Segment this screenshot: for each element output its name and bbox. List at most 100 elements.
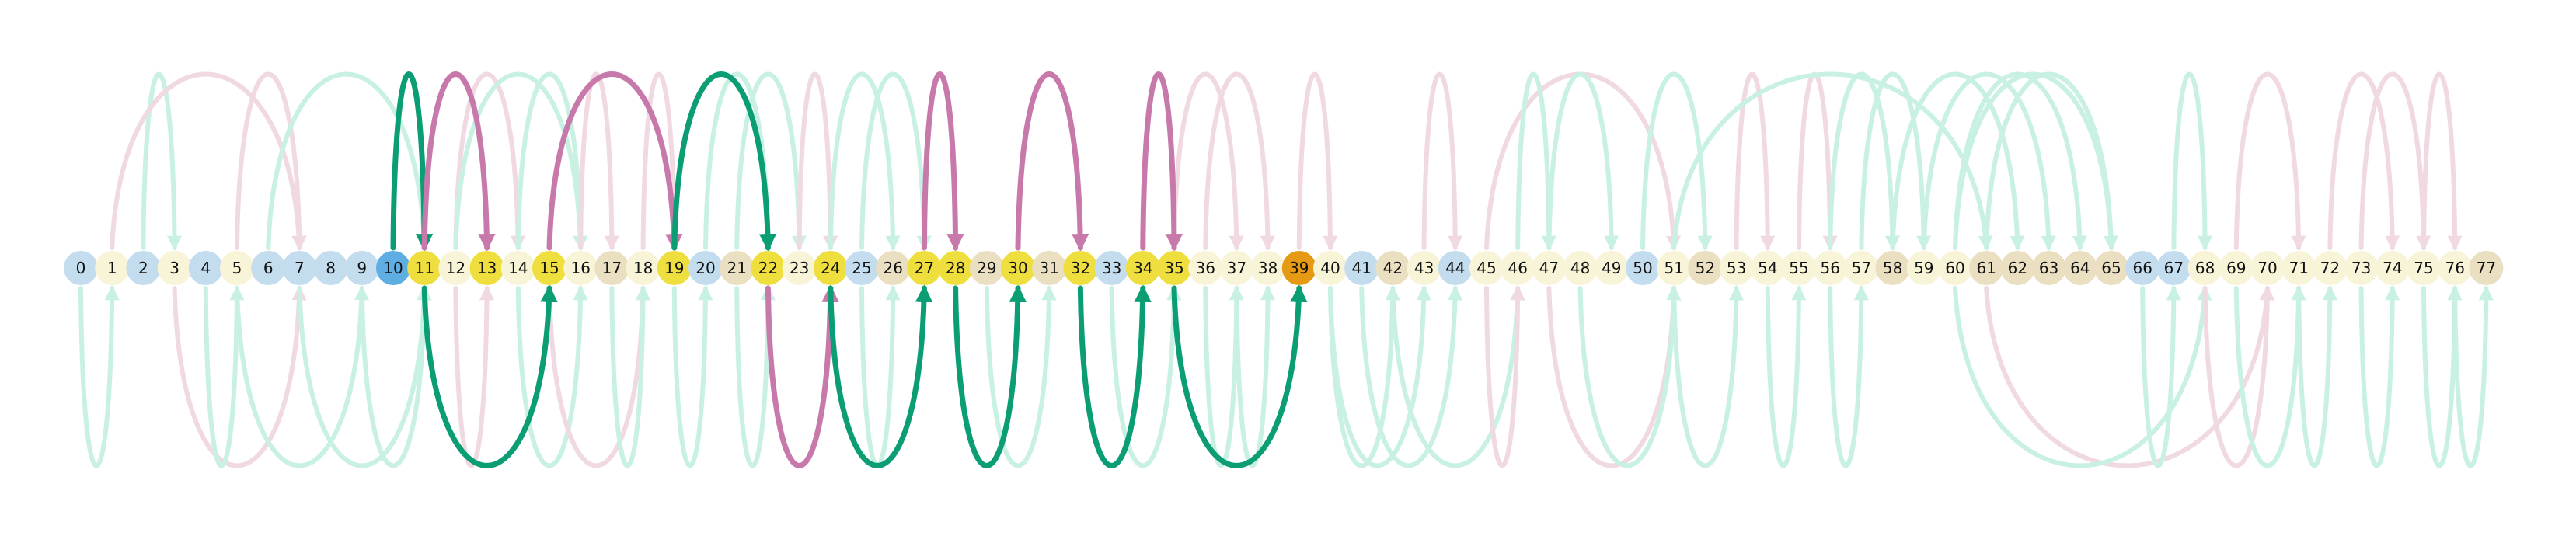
node-50: 50	[1626, 251, 1660, 285]
arc-41-to-44	[1359, 285, 1463, 468]
node-label: 76	[2445, 259, 2464, 277]
node-6: 6	[251, 251, 286, 285]
node-label: 0	[76, 259, 86, 277]
node-17: 17	[594, 251, 629, 285]
arc-5-to-9	[235, 285, 369, 468]
node-circle	[1188, 251, 1223, 285]
node-circle	[1844, 251, 1879, 285]
node-44: 44	[1438, 251, 1473, 285]
node-label: 72	[2320, 259, 2340, 277]
arc-67-to-68	[2171, 71, 2213, 251]
node-circle	[1375, 251, 1410, 285]
node-51: 51	[1657, 251, 1692, 285]
node-label: 46	[1508, 259, 1527, 277]
arc-72-to-74	[2327, 71, 2400, 251]
arc-56-to-58	[1828, 71, 1900, 251]
node-12: 12	[438, 251, 473, 285]
arc-11-to-15	[421, 284, 558, 468]
node-49: 49	[1594, 251, 1629, 285]
arc-25-to-26	[859, 285, 901, 468]
node-circle	[376, 251, 410, 285]
arc-30-to-32	[1015, 71, 1089, 252]
node-circle	[2187, 251, 2222, 285]
arc-69-to-71	[2233, 71, 2306, 251]
node-27: 27	[907, 251, 942, 285]
node-circle	[1125, 251, 1160, 285]
node-label: 75	[2414, 259, 2433, 277]
node-label: 59	[1914, 259, 1933, 277]
arc-71-to-72	[2296, 285, 2337, 468]
arc-27-to-28	[921, 71, 964, 252]
node-label: 64	[2070, 259, 2090, 277]
node-48: 48	[1563, 251, 1598, 285]
node-label: 9	[357, 259, 367, 277]
node-circle	[344, 251, 379, 285]
arc-17-to-18	[609, 285, 651, 468]
arc-12-to-14	[453, 71, 526, 251]
node-circle	[1626, 251, 1660, 285]
node-label: 65	[2101, 259, 2121, 277]
node-label: 35	[1164, 259, 1183, 277]
arc-73-to-75	[2358, 71, 2431, 251]
node-38: 38	[1250, 251, 1285, 285]
node-20: 20	[688, 251, 723, 285]
node-circle	[313, 251, 348, 285]
arc-36-to-37	[1203, 285, 1244, 468]
node-21: 21	[720, 251, 755, 285]
node-label: 67	[2164, 259, 2184, 277]
arc-51-to-53	[1671, 285, 1744, 468]
node-45: 45	[1469, 251, 1504, 285]
node-circle	[876, 251, 911, 285]
node-circle	[2344, 251, 2379, 285]
node-circle	[1250, 251, 1285, 285]
node-label: 21	[727, 259, 746, 277]
node-71: 71	[2281, 251, 2316, 285]
node-circle	[1281, 251, 1316, 285]
node-circle	[1875, 251, 1910, 285]
arc-69-to-71	[2233, 285, 2306, 468]
arc-76-to-77	[2452, 285, 2494, 468]
arc-14-to-16	[515, 285, 588, 468]
node-circle	[1063, 251, 1098, 285]
node-1: 1	[95, 251, 130, 285]
node-39: 39	[1281, 251, 1316, 285]
node-label: 30	[1008, 259, 1027, 277]
node-circle	[1906, 251, 1941, 285]
arc-61-to-65	[1984, 71, 2119, 251]
node-label: 17	[602, 259, 622, 277]
node-62: 62	[2000, 251, 2035, 285]
node-circle	[1344, 251, 1379, 285]
node-circle	[1782, 251, 1816, 285]
node-label: 47	[1539, 259, 1559, 277]
node-circle	[2375, 251, 2410, 285]
node-circle	[563, 251, 598, 285]
node-0: 0	[64, 251, 98, 285]
node-circle	[907, 251, 942, 285]
arc-12-to-13	[453, 285, 495, 468]
arc-18-to-19	[640, 71, 682, 251]
node-31: 31	[1032, 251, 1067, 285]
node-label: 14	[508, 259, 528, 277]
arc-5-to-7	[235, 71, 307, 251]
node-label: 22	[758, 259, 778, 277]
node-circle	[64, 251, 98, 285]
node-label: 34	[1133, 259, 1152, 277]
arc-39-to-40	[1296, 71, 1338, 251]
node-label: 74	[2383, 259, 2402, 277]
arc-11-to-13	[421, 71, 496, 252]
arc-48-to-51	[1577, 285, 1682, 468]
node-76: 76	[2438, 251, 2473, 285]
node-54: 54	[1750, 251, 1785, 285]
node-circle	[782, 251, 817, 285]
node-circle	[845, 251, 879, 285]
node-68: 68	[2187, 251, 2222, 285]
node-63: 63	[2031, 251, 2066, 285]
node-28: 28	[938, 251, 973, 285]
arc-68-to-70	[2202, 285, 2275, 468]
node-circle	[469, 251, 504, 285]
arc-12-to-16	[453, 71, 588, 251]
node-53: 53	[1719, 251, 1754, 285]
node-circle	[1438, 251, 1473, 285]
arc-34-to-35	[1140, 71, 1183, 252]
node-label: 10	[383, 259, 403, 277]
